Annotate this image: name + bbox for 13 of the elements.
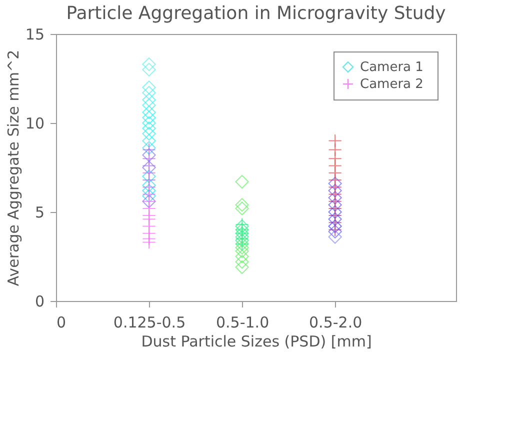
y-tick-label: 5 [34, 204, 44, 222]
y-tick-label: 10 [25, 114, 44, 132]
x-tick-label: 0 [56, 314, 66, 332]
x-tick-label: 0.5-1.0 [216, 314, 270, 332]
x-axis-title: Dust Particle Sizes (PSD) [mm] [141, 332, 372, 350]
y-tick-label: 0 [34, 292, 44, 310]
x-tick-label: 0.5-2.0 [309, 314, 362, 332]
y-tick-label: 15 [25, 26, 44, 44]
legend-label: Camera 1 [360, 60, 424, 75]
x-tick-label: 0.125-0.5 [113, 314, 186, 332]
legend-label: Camera 2 [360, 77, 424, 92]
y-axis-title: Average Aggregate Size mm^2 [4, 50, 22, 286]
chart-title: Particle Aggregation in Microgravity Study [66, 3, 446, 24]
